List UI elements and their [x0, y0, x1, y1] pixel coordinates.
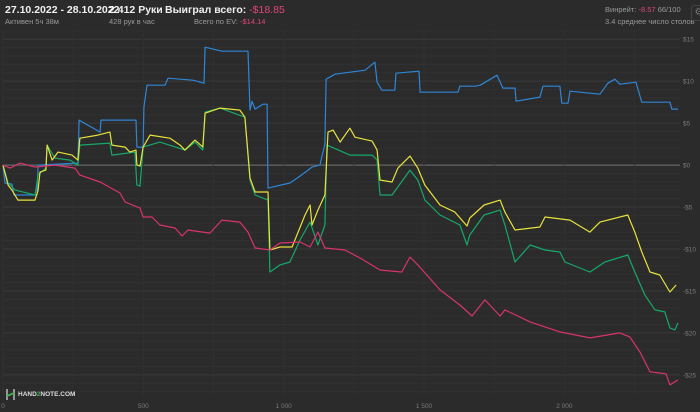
active-time: Активен 5ч 38м [5, 17, 59, 26]
winrate-unit: 66/100 [657, 5, 681, 14]
y-tick-label: $5 [683, 121, 691, 128]
series-line-2 [2, 107, 677, 293]
winrate: Винрейт: -8.57 66/100 [605, 5, 681, 14]
y-tick-label: -$20 [683, 330, 696, 337]
grid [2, 30, 680, 395]
won-total: Выиграл всего: -$18.85 [165, 4, 285, 16]
y-tick-label: $10 [683, 79, 694, 86]
y-tick-label: -$10 [683, 247, 696, 254]
winrate-value: -8.57 [638, 5, 656, 14]
winrate-label: Винрейт: [605, 5, 637, 14]
date-range: 27.10.2022 - 28.10.2022 [5, 4, 120, 16]
series-lines [2, 46, 679, 386]
y-tick-label: $15 [683, 37, 694, 44]
y-tick-label: -$25 [683, 372, 696, 379]
logo-text: HAND2NOTE.COM [18, 391, 76, 398]
won-total-value: -$18.85 [249, 4, 285, 16]
x-tick-label: 0 [1, 403, 5, 410]
ev-value: -$14.14 [239, 17, 266, 26]
y-tick-label: -$5 [683, 205, 693, 212]
ev-total: Всего по EV: -$14.14 [194, 17, 265, 26]
hand2note-logo: HAND2NOTE.COM [6, 389, 75, 400]
series-line-3 [2, 162, 679, 386]
y-tick-label: -$15 [683, 288, 696, 295]
y-axis: $15 $10 $5 $0 -$5 -$10 -$15 -$20 -$25 [683, 37, 696, 380]
won-total-label: Выиграл всего: [165, 4, 247, 16]
gear-icon[interactable]: ⚙ [691, 5, 700, 21]
series-line-0 [2, 46, 678, 196]
x-tick-label: 1 500 [416, 403, 433, 410]
series-line-1 [2, 107, 679, 331]
y-tick-label: $0 [683, 163, 691, 170]
hands-count: 2 412 Руки [109, 4, 163, 16]
avg-tables: 3.4 среднее число столов [605, 17, 695, 26]
logo-icon [6, 389, 15, 400]
x-axis: 0 500 1 000 1 500 2 000 [1, 403, 573, 410]
x-tick-label: 1 000 [276, 403, 293, 410]
hands-per-hour: 428 рук в час [109, 17, 155, 26]
x-tick-label: 2 000 [556, 403, 573, 410]
x-tick-label: 500 [138, 403, 149, 410]
ev-label: Всего по EV: [194, 17, 238, 26]
